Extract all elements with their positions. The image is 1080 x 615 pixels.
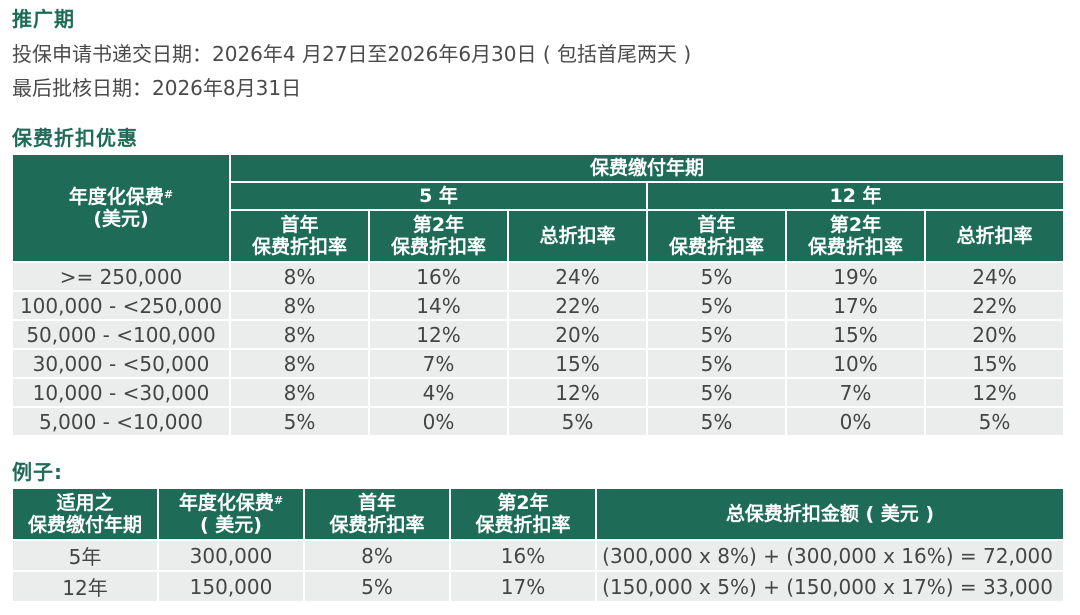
rate-cell: 7% [368,348,509,379]
example-first-rate: 8% [303,539,451,572]
rate-cell: 8% [229,261,370,292]
table-row: 100,000 - <250,000 8% 14% 22% 5% 17% 22% [11,290,1066,321]
premium-range: 10,000 - <30,000 [11,377,231,408]
term-12-header: 12 年 [645,181,1066,211]
rate-cell: 24% [923,261,1066,292]
c5-total-rate-header: 总折扣率 [507,209,648,263]
application-period: 投保申请书递交日期：2026年4 月27日至2026年6月30日 ( 包括首尾两… [12,42,692,66]
example-term: 5年 [11,539,159,572]
example-premium-header: 年度化保费#( 美元) [157,487,305,541]
example-first-rate: 5% [303,570,451,603]
rate-cell: 7% [785,377,926,408]
promo-title: 推广期 [12,7,75,31]
rate-cell: 5% [507,406,648,437]
rate-cell: 8% [229,319,370,350]
table-row: 12年 150,000 5% 17% (150,000 x 5%) + (150… [11,570,1065,603]
rate-cell: 22% [507,290,648,321]
example-premium: 150,000 [157,570,305,603]
premium-column-header: 年度化保费# (美元) [11,153,231,263]
rate-cell: 15% [785,319,926,350]
rate-cell: 5% [646,406,787,437]
rate-cell: 5% [646,319,787,350]
rate-cell: 15% [507,348,648,379]
discount-table: 年度化保费# (美元) 保费缴付年期 5 年 12 年 首年 保费折扣率 第2年保… [11,153,1066,437]
discount-title: 保费折扣优惠 [12,126,138,150]
example-formula: (300,000 x 8%) + (300,000 x 16%) = 72,00… [595,539,1065,572]
example-term-header: 适用之 保费缴付年期 [11,487,159,541]
rate-cell: 5% [646,377,787,408]
table-row: 5年 300,000 8% 16% (300,000 x 8%) + (300,… [11,539,1065,572]
rate-cell: 4% [368,377,509,408]
rate-cell: 16% [368,261,509,292]
table-row: 10,000 - <30,000 8% 4% 12% 5% 7% 12% [11,377,1066,408]
rate-cell: 5% [646,348,787,379]
rate-cell: 14% [368,290,509,321]
rate-cell: 12% [368,319,509,350]
example-second-rate: 16% [449,539,597,572]
example-premium: 300,000 [157,539,305,572]
rate-cell: 15% [923,348,1066,379]
rate-cell: 20% [923,319,1066,350]
rate-cell: 5% [923,406,1066,437]
premium-range: 30,000 - <50,000 [11,348,231,379]
rate-cell: 12% [507,377,648,408]
rate-cell: 10% [785,348,926,379]
c12-second-year-header: 第2年 保费折扣率 [785,209,926,263]
rate-cell: 5% [646,290,787,321]
rate-cell: 8% [229,377,370,408]
payment-term-header: 保费缴付年期 [228,153,1066,183]
example-second-year-header: 第2年 保费折扣率 [449,487,597,541]
example-title: 例子: [12,460,63,484]
premium-range: 5,000 - <10,000 [11,406,231,437]
premium-range: >= 250,000 [11,261,231,292]
rate-cell: 8% [229,290,370,321]
example-total-amount-header: 总保费折扣金额 ( 美元 ) [595,487,1065,541]
rate-cell: 0% [785,406,926,437]
rate-cell: 12% [923,377,1066,408]
rate-cell: 5% [646,261,787,292]
approval-deadline: 最后批核日期：2026年8月31日 [12,76,302,100]
table-row: >= 250,000 8% 16% 24% 5% 19% 24% [11,261,1066,292]
example-second-rate: 17% [449,570,597,603]
c5-second-year-header: 第2年 保费折扣率 [368,209,509,263]
premium-range: 50,000 - <100,000 [11,319,231,350]
table-row: 50,000 - <100,000 8% 12% 20% 5% 15% 20% [11,319,1066,350]
rate-cell: 8% [229,348,370,379]
example-first-year-header: 首年 保费折扣率 [303,487,451,541]
c12-total-rate-header: 总折扣率 [923,209,1066,263]
rate-cell: 22% [923,290,1066,321]
table-row: 5,000 - <10,000 5% 0% 5% 5% 0% 5% [11,406,1066,437]
rate-cell: 5% [229,406,370,437]
c5-first-year-header: 首年 保费折扣率 [229,209,370,263]
c12-first-year-header: 首年 保费折扣率 [646,209,787,263]
example-table: 适用之 保费缴付年期 年度化保费#( 美元) 首年 保费折扣率 第2年 保费折扣率 总… [11,487,1065,603]
rate-cell: 0% [368,406,509,437]
term-5-header: 5 年 [229,181,648,211]
rate-cell: 20% [507,319,648,350]
premium-range: 100,000 - <250,000 [11,290,231,321]
rate-cell: 24% [507,261,648,292]
example-formula: (150,000 x 5%) + (150,000 x 17%) = 33,00… [595,570,1065,603]
rate-cell: 19% [785,261,926,292]
example-term: 12年 [11,570,159,603]
table-row: 30,000 - <50,000 8% 7% 15% 5% 10% 15% [11,348,1066,379]
rate-cell: 17% [785,290,926,321]
